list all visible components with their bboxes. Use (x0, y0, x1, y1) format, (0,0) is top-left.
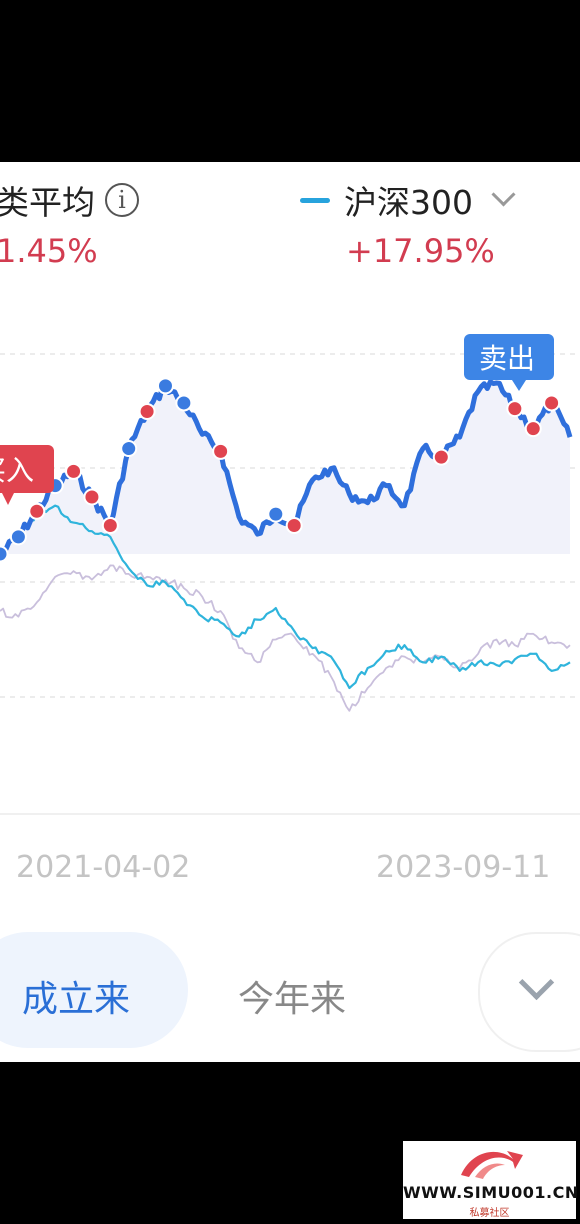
sell-point (506, 400, 524, 418)
watermark-text: WWW.SIMU001.CN (403, 1183, 579, 1202)
buy-point (9, 528, 27, 546)
more-periods-button[interactable] (478, 932, 580, 1052)
marker-layer (0, 377, 561, 563)
watermark-subtext: 私募社区 (469, 1208, 510, 1219)
sell-point (524, 420, 542, 438)
benchmark-legend-line (300, 197, 330, 203)
info-icon[interactable]: i (105, 183, 139, 217)
buy-point (120, 440, 138, 458)
buy-point (175, 394, 193, 412)
tab-year-to-date[interactable]: 今年来 (238, 979, 347, 1020)
buy-point (0, 545, 9, 563)
benchmark-return: +17.95% (346, 232, 495, 270)
sell-tag-label: 卖出 (479, 342, 535, 375)
buy-point (156, 377, 174, 395)
sell-point (432, 448, 450, 466)
peer-average-return: 1.45% (0, 232, 98, 270)
tab-since-inception[interactable] (0, 932, 188, 1048)
sell-tag-bg (464, 334, 554, 380)
sell-point (138, 403, 156, 420)
chart-panel: 买入 卖出 2021-04-02 2023-09-11 类平均 i 1.45% … (0, 162, 580, 1062)
benchmark-label: 沪深300 (344, 183, 473, 222)
series-layer (0, 379, 573, 712)
buy-tag-label: 买入 (0, 454, 34, 487)
sell-tag-pointer (512, 380, 526, 391)
sell-point (28, 502, 46, 520)
peer-average-line (0, 564, 571, 712)
watermark-logo: WWW.SIMU001.CN 私募社区 (403, 1141, 579, 1219)
benchmark-line (0, 504, 571, 690)
sell-point (543, 394, 561, 412)
x-tick-start: 2021-04-02 (16, 850, 190, 885)
sell-point (83, 488, 101, 506)
x-tick-end: 2023-09-11 (376, 850, 550, 885)
sell-point (212, 442, 230, 460)
logo-arrow-icon (461, 1151, 523, 1179)
chevron-down-icon (491, 181, 516, 207)
chart: 买入 卖出 2021-04-02 2023-09-11 (0, 334, 580, 885)
tab-since-inception-label[interactable]: 成立来 (22, 979, 131, 1020)
sell-point (65, 462, 83, 480)
sell-tag: 卖出 (464, 334, 554, 391)
benchmark-selector[interactable]: 沪深300 (300, 176, 516, 224)
buy-tag-bg (0, 445, 54, 493)
buy-point (267, 505, 285, 523)
sell-point (285, 517, 303, 534)
peer-average-label: 类平均 (0, 183, 95, 222)
peer-average-header: 类平均 i (0, 176, 139, 224)
buy-tag-pointer (2, 493, 14, 505)
fund-area (0, 381, 570, 554)
buy-tag: 买入 (0, 445, 54, 505)
sell-point (101, 517, 119, 534)
